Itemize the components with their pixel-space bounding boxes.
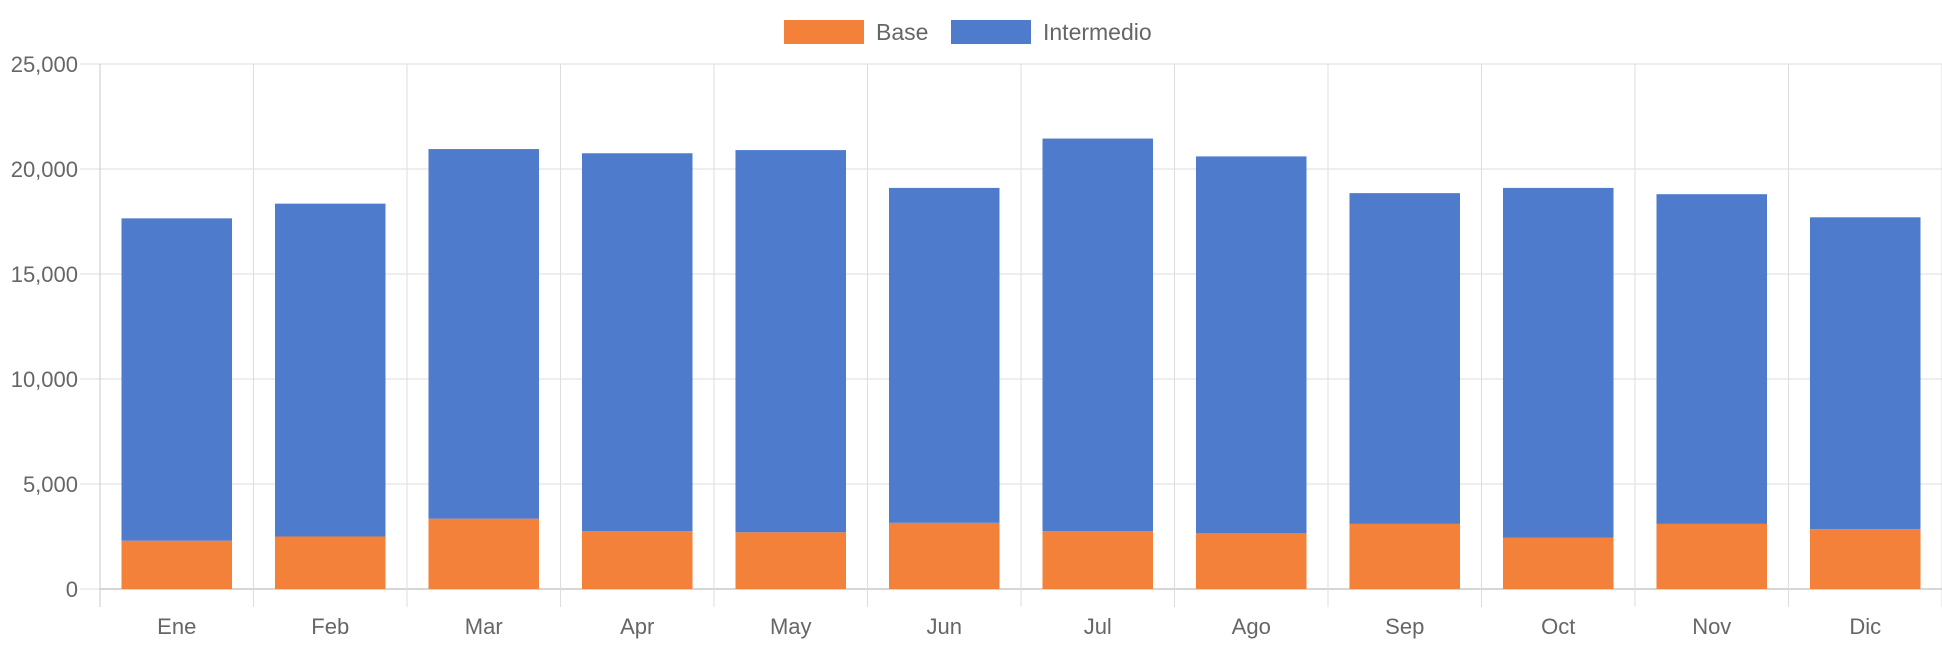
grid-lines bbox=[80, 63, 1942, 607]
x-tick-label: Jun bbox=[927, 614, 962, 639]
bar-intermedio-may bbox=[735, 150, 847, 533]
x-tick-label: Nov bbox=[1692, 614, 1731, 639]
legend-label-intermedio: Intermedio bbox=[1043, 19, 1152, 45]
legend-swatch-intermedio bbox=[951, 20, 1031, 44]
bar-intermedio-jul bbox=[1042, 138, 1154, 532]
x-tick-label: Feb bbox=[311, 614, 349, 639]
bar-intermedio-mar bbox=[428, 149, 540, 519]
y-tick-label: 10,000 bbox=[11, 367, 78, 392]
bars bbox=[121, 138, 1921, 589]
bar-base-apr bbox=[581, 531, 693, 589]
x-tick-label: Jul bbox=[1084, 614, 1112, 639]
bar-base-jul bbox=[1042, 531, 1154, 589]
x-tick-label: Sep bbox=[1385, 614, 1424, 639]
y-tick-label: 20,000 bbox=[11, 157, 78, 182]
x-tick-label: Ene bbox=[157, 614, 196, 639]
y-tick-label: 5,000 bbox=[23, 472, 78, 497]
bar-intermedio-nov bbox=[1656, 194, 1768, 524]
bar-intermedio-jun bbox=[888, 187, 1000, 523]
bar-base-feb bbox=[274, 536, 386, 589]
legend-label-base: Base bbox=[876, 19, 928, 45]
bar-intermedio-feb bbox=[274, 203, 386, 537]
bar-base-nov bbox=[1656, 523, 1768, 589]
bar-base-sep bbox=[1349, 523, 1461, 589]
bar-intermedio-apr bbox=[581, 153, 693, 532]
legend-swatch-base bbox=[784, 20, 864, 44]
x-tick-label: Ago bbox=[1232, 614, 1271, 639]
bar-base-jun bbox=[888, 522, 1000, 589]
x-tick-label: Apr bbox=[620, 614, 654, 639]
bar-intermedio-oct bbox=[1502, 187, 1614, 538]
y-tick-label: 25,000 bbox=[11, 52, 78, 77]
bar-base-oct bbox=[1502, 537, 1614, 589]
x-tick-label: May bbox=[770, 614, 812, 639]
bar-base-ago bbox=[1195, 533, 1307, 589]
bar-base-ene bbox=[121, 540, 233, 589]
bar-intermedio-ago bbox=[1195, 156, 1307, 534]
bar-base-mar bbox=[428, 518, 540, 589]
bar-intermedio-sep bbox=[1349, 193, 1461, 524]
bar-intermedio-ene bbox=[121, 218, 233, 541]
x-tick-label: Dic bbox=[1849, 614, 1881, 639]
axes: 0 5,000 10,000 15,000 20,000 25,000 Ene Feb Mar A… bbox=[11, 52, 1881, 639]
x-tick-label: Mar bbox=[465, 614, 503, 639]
y-tick-label: 0 bbox=[66, 577, 78, 602]
bar-base-dic bbox=[1809, 529, 1921, 589]
bar-base-may bbox=[735, 532, 847, 589]
y-tick-label: 15,000 bbox=[11, 262, 78, 287]
legend: Base Intermedio bbox=[784, 19, 1152, 45]
x-tick-label: Oct bbox=[1541, 614, 1575, 639]
bar-intermedio-dic bbox=[1809, 217, 1921, 530]
